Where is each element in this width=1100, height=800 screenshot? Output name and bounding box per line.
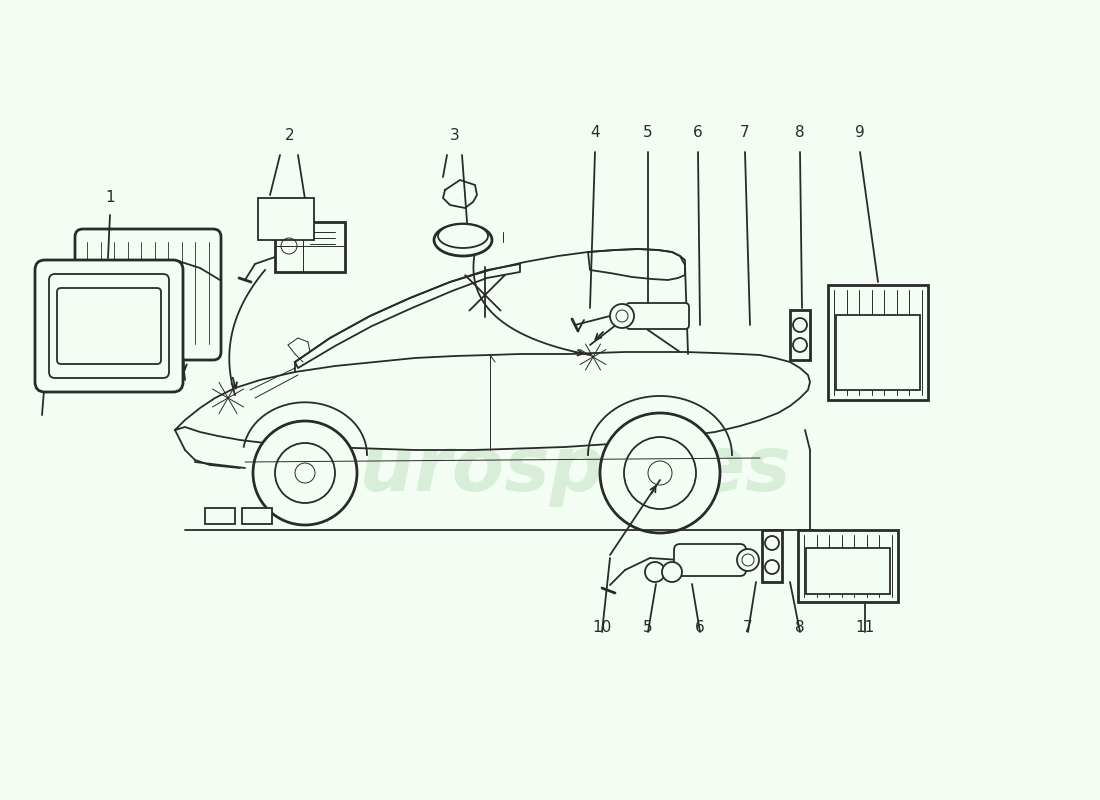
Circle shape [645, 562, 665, 582]
Circle shape [610, 304, 634, 328]
Text: 11: 11 [856, 620, 875, 635]
Text: 8: 8 [795, 620, 805, 635]
FancyBboxPatch shape [75, 229, 221, 360]
Text: 5: 5 [644, 620, 652, 635]
Text: 9: 9 [855, 125, 865, 140]
Text: 8: 8 [795, 125, 805, 140]
Text: 5: 5 [644, 125, 652, 140]
Bar [205, 508, 235, 524]
Text: 6: 6 [695, 620, 705, 635]
Circle shape [737, 549, 759, 571]
Bar [798, 530, 898, 602]
FancyBboxPatch shape [35, 260, 183, 392]
Text: 1: 1 [106, 190, 114, 205]
Bar [828, 285, 928, 400]
Circle shape [600, 413, 720, 533]
Text: 7: 7 [740, 125, 750, 140]
Text: 3: 3 [450, 128, 460, 143]
Bar [790, 310, 810, 360]
Bar [806, 548, 890, 594]
Ellipse shape [438, 224, 488, 248]
Text: 7: 7 [744, 620, 752, 635]
Bar [242, 508, 272, 524]
Bar [275, 222, 345, 272]
FancyBboxPatch shape [674, 544, 746, 576]
Text: 10: 10 [593, 620, 612, 635]
Bar [258, 198, 314, 240]
Circle shape [253, 421, 358, 525]
Text: 4: 4 [591, 125, 600, 140]
Bar [836, 315, 920, 390]
Ellipse shape [434, 224, 492, 256]
Text: eurospares: eurospares [309, 433, 791, 507]
Bar [762, 530, 782, 582]
Text: 6: 6 [693, 125, 703, 140]
Circle shape [662, 562, 682, 582]
FancyBboxPatch shape [626, 303, 689, 329]
Text: 2: 2 [285, 128, 295, 143]
Polygon shape [443, 180, 477, 208]
